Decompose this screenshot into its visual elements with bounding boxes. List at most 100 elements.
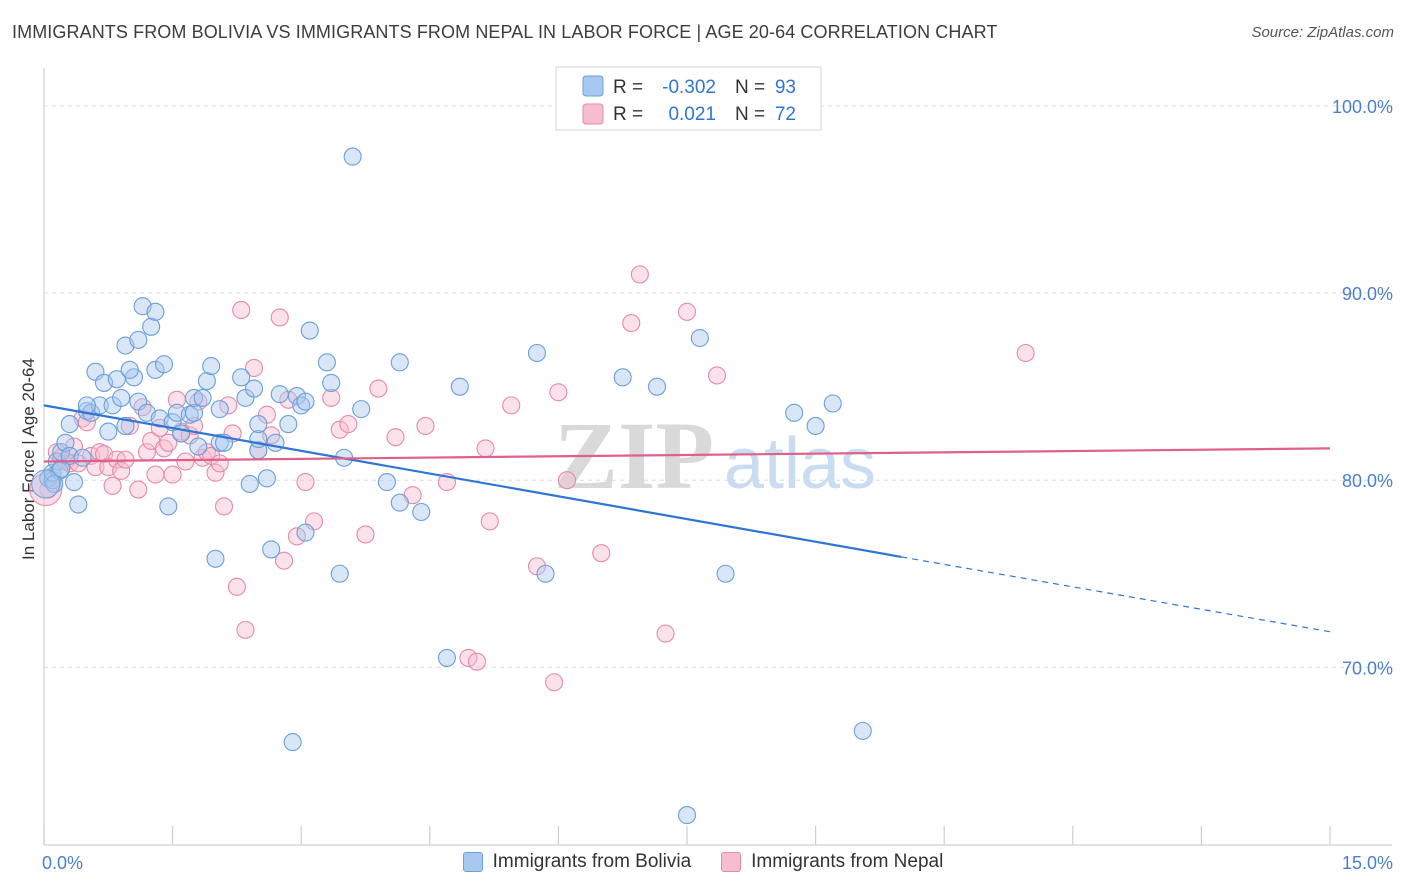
x-tick-label-max: 15.0% [1342, 853, 1393, 873]
nepal-point-58 [339, 415, 358, 434]
bolivia-point-11 [73, 448, 92, 467]
bolivia-point-2 [43, 463, 62, 482]
chart-title: IMMIGRANTS FROM BOLIVIA VS IMMIGRANTS FR… [12, 22, 998, 42]
nepal-point-63 [416, 416, 435, 436]
stats-n-value-pink: 72 [775, 104, 796, 125]
bolivia-trend-extension [901, 556, 1331, 633]
bolivia-point-32 [154, 355, 174, 374]
bolivia-point-30 [146, 302, 165, 321]
bolivia-point-83 [690, 328, 709, 348]
bolivia-point-74 [390, 493, 409, 512]
nepal-point-24 [146, 465, 165, 484]
bolivia-point-76 [437, 648, 456, 667]
nepal-point-56 [322, 388, 341, 407]
nepal-point-66 [467, 652, 487, 671]
bolivia-point-87 [823, 394, 842, 413]
bolivia-point-84 [716, 564, 735, 583]
stats-r-label-pink: R = [613, 104, 643, 125]
nepal-point-77 [656, 624, 675, 643]
stats-r-value-pink: 0.021 [668, 104, 716, 125]
y-tick-label-90: 90.0% [1342, 284, 1393, 304]
bolivia-point-65 [317, 353, 336, 372]
y-axis-label: In Labor Force | Age 20-64 [19, 358, 38, 560]
nepal-point-11 [86, 458, 105, 477]
nepal-point-67 [476, 439, 495, 458]
bolivia-point-9 [64, 473, 84, 492]
nepal-point-74 [592, 544, 611, 563]
nepal-point-71 [545, 673, 564, 692]
stats-r-value-blue: -0.302 [662, 77, 716, 98]
bolivia-point-15 [90, 396, 109, 415]
nepal-point-27 [159, 433, 178, 452]
bolivia-point-92 [120, 360, 139, 379]
stats-n-label-pink: N = [735, 104, 765, 125]
nepal-point-76 [630, 265, 649, 284]
nepal-point-69 [502, 396, 521, 415]
y-tick-label-70: 70.0% [1342, 658, 1393, 678]
nepal-point-46 [244, 358, 264, 378]
bolivia-point-20 [112, 388, 131, 407]
legend-item-bolivia[interactable]: Immigrants from Bolivia [462, 851, 691, 873]
bolivia-point-85 [785, 403, 804, 422]
legend-item-nepal[interactable]: Immigrants from Nepal [721, 851, 943, 873]
x-tick-label-min: 0.0% [42, 853, 83, 873]
bolivia-point-88 [853, 721, 872, 740]
bolivia-point-71 [352, 400, 371, 419]
nepal-trend-line [43, 447, 1331, 463]
bolivia-point-56 [262, 540, 281, 559]
nepal-point-15 [103, 476, 122, 495]
bolivia-point-58 [270, 385, 289, 404]
nepal-point-20 [129, 480, 148, 499]
bolivia-point-72 [377, 473, 396, 492]
bolivia-point-90 [45, 474, 64, 493]
bolivia-point-50 [240, 474, 259, 493]
bolivia-point-33 [159, 497, 178, 516]
bolivia-point-75 [412, 502, 431, 522]
bolivia-trend-line [43, 404, 902, 558]
bolivia-point-64 [300, 321, 319, 340]
bolivia-point-79 [536, 564, 555, 583]
bolivia-point-25 [129, 330, 148, 349]
nepal-point-17 [112, 461, 131, 480]
nepal-point-50 [270, 308, 289, 327]
stats-legend: R = -0.302 N = 93 R = 0.021 N = 72 [555, 66, 822, 131]
nepal-point-59 [356, 525, 375, 544]
x-tick-labels: 0.0% 15.0% [42, 853, 1393, 873]
legend-swatch-nepal [721, 852, 742, 872]
nepal-point-79 [707, 366, 727, 385]
bolivia-point-59 [279, 415, 298, 434]
bolivia-point-80 [613, 368, 632, 387]
y-tick-label-100: 100.0% [1332, 97, 1393, 117]
nepal-point-31 [176, 452, 195, 471]
nepal-point-40 [214, 497, 234, 516]
bolivia-point-82 [677, 806, 697, 825]
nepal-point-78 [677, 302, 697, 321]
bolivia-point-41 [193, 388, 212, 407]
bolivia-point-38 [184, 403, 204, 422]
nepal-point-41 [219, 396, 238, 415]
y-tick-labels: 70.0% 80.0% 90.0% 100.0% [1332, 97, 1393, 678]
legend-swatch-bolivia [462, 852, 483, 872]
stats-n-value-blue: 93 [775, 77, 796, 98]
nepal-point-45 [236, 620, 255, 639]
series-legend: Immigrants from Bolivia Immigrants from … [0, 851, 1406, 873]
bolivia-point-45 [210, 433, 229, 452]
bolivia-point-55 [257, 469, 276, 488]
bolivia-point-51 [244, 379, 264, 398]
bolivia-point-66 [322, 373, 341, 392]
stats-r-label-blue: R = [613, 77, 643, 98]
nepal-point-44 [232, 300, 251, 320]
y-tick-label-80: 80.0% [1342, 471, 1393, 491]
nepal-point-39 [210, 454, 229, 473]
nepal-point-61 [386, 428, 405, 447]
bolivia-point-40 [189, 437, 208, 456]
bolivia-point-70 [343, 147, 362, 166]
nepal-point-53 [287, 527, 306, 546]
stats-legend-swatch-pink [582, 103, 604, 125]
bolivia-point-69 [283, 733, 302, 752]
nepal-point-28 [163, 465, 182, 484]
bolivia-point-42 [197, 372, 216, 391]
series-nepal-points [29, 265, 1035, 692]
bolivia-point-62 [296, 392, 315, 411]
nepal-point-68 [480, 512, 499, 531]
